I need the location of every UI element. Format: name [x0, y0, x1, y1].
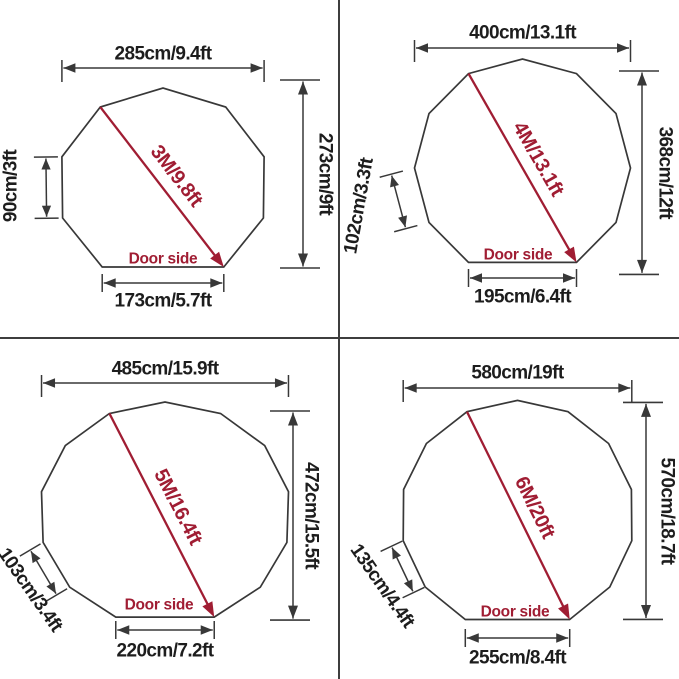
door-width-label: 255cm/8.4ft [469, 648, 567, 669]
height-arrow [270, 410, 310, 621]
top-width-arrow [40, 375, 290, 397]
door-side-label: Door side [129, 251, 198, 268]
diameter-arrow [99, 106, 224, 268]
top-width-arrow [413, 40, 632, 62]
tent-outline [61, 87, 265, 268]
height-label: 570cm/18.7ft [657, 457, 678, 565]
vertical-divider [338, 0, 340, 679]
diameter-arrow [467, 73, 577, 263]
tent-outline [413, 58, 632, 264]
tent-diagram-6m: 580cm/19ft 570cm/18.7ft 135cm/4.4ft 6M/2… [340, 340, 679, 679]
door-side-label: Door side [125, 597, 194, 614]
side-width-arrow [380, 540, 425, 599]
height-label: 273cm/9ft [315, 133, 336, 217]
door-width-arrow [464, 629, 571, 647]
top-width-arrow [61, 60, 265, 82]
tent-diagram-4m-svg: 400cm/13.1ft 368cm/12ft 102cm/3.3ft 4M/1… [340, 23, 676, 308]
diameter-arrow [465, 411, 570, 620]
side-width-label: 102cm/3.3ft [340, 155, 378, 255]
top-width-label: 580cm/19ft [471, 363, 565, 384]
side-width-label: 90cm/3ft [1, 149, 22, 223]
door-width-label: 173cm/5.7ft [115, 291, 213, 312]
height-label: 472cm/15.5ft [301, 462, 322, 570]
tent-outline [40, 401, 290, 618]
top-width-label: 400cm/13.1ft [469, 23, 577, 44]
top-width-label: 485cm/15.9ft [112, 359, 220, 380]
tent-diagram-4m: 400cm/13.1ft 368cm/12ft 102cm/3.3ft 4M/1… [340, 0, 679, 339]
diameter-arrow [108, 412, 215, 618]
door-width-arrow [115, 621, 215, 639]
horizontal-divider [0, 337, 679, 339]
door-width-arrow [101, 274, 225, 292]
door-width-label: 220cm/7.2ft [117, 641, 215, 662]
side-width-arrow [379, 170, 418, 233]
tent-diagram-3m-svg: 285cm/9.4ft 273cm/9ft 90cm/3ft 3M/9.8ft … [1, 44, 336, 312]
door-side-label: Door side [484, 247, 553, 264]
door-width-label: 195cm/6.4ft [474, 287, 572, 308]
side-width-arrow [33, 156, 59, 220]
tent-diagram-6m-svg: 580cm/19ft 570cm/18.7ft 135cm/4.4ft 6M/2… [346, 363, 678, 669]
height-label: 368cm/12ft [655, 127, 676, 221]
tent-outline [402, 399, 633, 621]
door-side-label: Door side [481, 604, 550, 621]
top-width-arrow [402, 380, 633, 402]
height-arrow [623, 401, 663, 621]
tent-diagram-5m: 485cm/15.9ft 472cm/15.5ft 103cm/3.4ft 5M… [0, 340, 339, 679]
tent-diagram-3m: 285cm/9.4ft 273cm/9ft 90cm/3ft 3M/9.8ft … [0, 0, 339, 339]
tent-diagram-5m-svg: 485cm/15.9ft 472cm/15.5ft 103cm/3.4ft 5M… [0, 359, 322, 662]
top-width-label: 285cm/9.4ft [115, 44, 213, 65]
side-width-arrow [19, 543, 68, 602]
diameter-label: 6M/20ft [510, 473, 559, 543]
height-arrow [619, 70, 659, 276]
height-arrow [280, 79, 320, 269]
door-width-arrow [467, 269, 578, 287]
